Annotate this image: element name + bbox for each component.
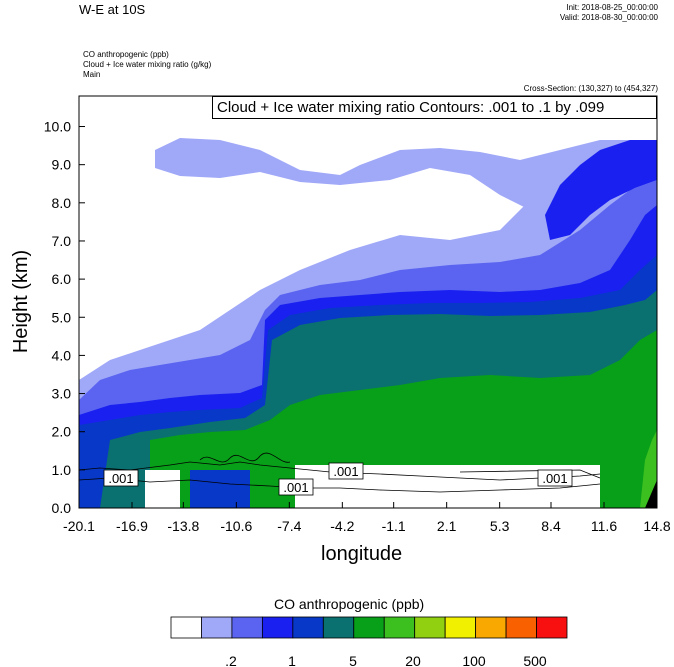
contour-label-box — [103, 469, 139, 487]
y-tick-label: 6.0 — [52, 271, 72, 287]
colorbar-swatch — [383, 616, 416, 639]
colorbar-swatch — [201, 616, 233, 639]
y-tick-label: 1.0 — [52, 462, 72, 478]
x-tick-label: 8.4 — [541, 518, 561, 534]
init-time: Init: 2018-08-25_00:00:00 — [566, 3, 658, 12]
colorbar-swatch — [322, 616, 355, 639]
colorbar-swatch — [505, 616, 537, 639]
colorbar: .2 1 5 20 100 500 — [170, 616, 568, 667]
colorbar-label: 500 — [523, 653, 547, 667]
terrain — [645, 480, 657, 508]
colorbar-swatch — [414, 616, 446, 639]
co-band-light-green — [640, 430, 657, 508]
y-tick-label: 2.0 — [52, 424, 72, 440]
contour-fill-layer — [79, 138, 657, 508]
contour-label-box — [537, 469, 573, 487]
colorbar-swatch — [475, 616, 507, 639]
colorbar-label: 5 — [349, 653, 357, 667]
x-tick-label: 14.8 — [643, 518, 670, 534]
x-tick-label: 11.6 — [591, 518, 617, 534]
variable-line-main: Main — [83, 70, 101, 79]
x-tick-label: -1.1 — [382, 518, 406, 534]
x-tick-label: -13.8 — [167, 518, 199, 534]
colorbar-label: 1 — [288, 653, 296, 667]
colorbar-swatch — [444, 616, 477, 639]
y-tick-label: 9.0 — [52, 157, 72, 173]
y-tick-label: 10.0 — [44, 119, 71, 135]
x-tick-label: -20.1 — [63, 518, 95, 534]
y-tick-label: 7.0 — [52, 233, 72, 249]
colorbar-title: CO anthropogenic (ppb) — [274, 596, 425, 612]
variable-line-cloud: Cloud + Ice water mixing ratio (g/kg) — [83, 60, 212, 69]
colorbar-label: 100 — [462, 653, 486, 667]
contour-label: .001 — [108, 471, 133, 486]
contour-label: .001 — [283, 480, 308, 495]
colorbar-label: .2 — [225, 653, 237, 667]
y-tick-label: 8.0 — [52, 195, 72, 211]
x-tick-label: 2.1 — [437, 518, 457, 534]
y-tick-label: 5.0 — [52, 309, 72, 325]
y-tick-label: 0.0 — [52, 500, 72, 516]
y-axis: 0.0 1.0 2.0 3.0 4.0 5.0 6.0 7.0 8.0 9.0 10.0 — [44, 119, 85, 516]
surface-dark-band — [190, 470, 250, 508]
colorbar-swatch — [536, 616, 568, 639]
valid-time: Valid: 2018-08-30_00:00:00 — [559, 13, 658, 22]
colorbar-swatch — [292, 616, 324, 639]
x-tick-label: -7.4 — [277, 518, 301, 534]
variable-line-co: CO anthropogenic (ppb) — [83, 50, 169, 59]
y-axis-label: Height (km) — [10, 249, 33, 354]
colorbar-swatch — [231, 616, 263, 639]
x-tick-label: 5.3 — [490, 518, 510, 534]
contour-label: .001 — [333, 464, 358, 479]
contour-label-box — [278, 478, 314, 496]
contour-labels: .001 .001 .001 .001 — [103, 462, 573, 496]
variable-list: CO anthropogenic (ppb) Cloud + Ice water… — [83, 50, 211, 80]
x-tick-label: -10.6 — [220, 518, 252, 534]
contour-label-box — [328, 462, 364, 480]
colorbar-swatch — [261, 616, 294, 639]
surface-clear-region — [145, 465, 600, 508]
colorbar-swatch — [353, 616, 385, 639]
co-band-500 — [150, 330, 657, 508]
init-valid-times: Init: 2018-08-25_00:00:00 Valid: 2018-08… — [560, 3, 658, 23]
x-tick-label: -16.9 — [116, 518, 148, 534]
x-tick-label: -4.2 — [330, 518, 354, 534]
cross-section-label: Cross-Section: (130,327) to (454,327) — [523, 84, 658, 93]
x-axis-label: longitude — [321, 543, 403, 565]
x-axis: -20.1 -16.9 -13.8 -10.6 -7.4 -4.2 -1.1 2.1 5.3 8.… — [63, 502, 671, 534]
y-tick-label: 3.0 — [52, 386, 72, 402]
contour-label: .001 — [542, 471, 567, 486]
co-band-0.2-upper-blob — [155, 138, 657, 230]
colorbar-label: 20 — [405, 653, 421, 667]
contour-info-box: Cloud + Ice water mixing ratio Contours:… — [212, 96, 657, 119]
y-tick-label: 4.0 — [52, 347, 72, 363]
plot-title: W-E at 10S — [79, 2, 146, 17]
co-band-5-upper — [545, 140, 657, 240]
colorbar-swatch — [170, 616, 202, 639]
